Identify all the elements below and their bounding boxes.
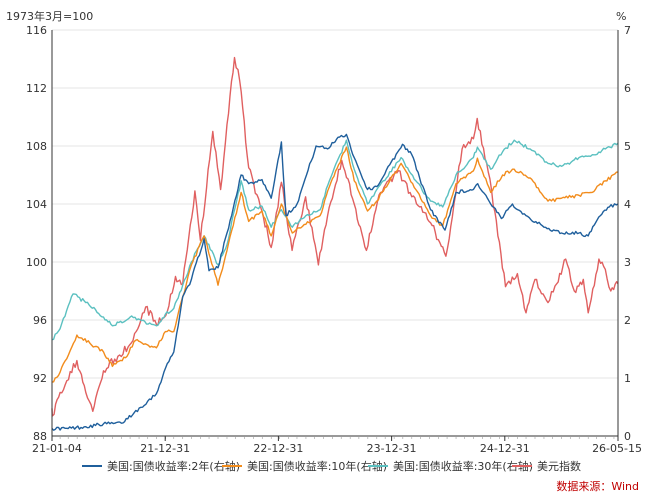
x-tick-label: 21-12-31 <box>140 442 190 455</box>
series-line-0 <box>51 133 619 431</box>
series-layer <box>51 56 619 431</box>
series-line-2 <box>51 139 619 341</box>
x-tick-label: 22-12-31 <box>253 442 303 455</box>
y-left-tick-label: 104 <box>26 198 47 211</box>
y-right-tick-label: 7 <box>624 24 631 37</box>
legend-item-dxy: 美元指数 <box>512 458 581 474</box>
legend-swatch-30y <box>368 465 388 467</box>
x-tick-label: 23-12-31 <box>367 442 417 455</box>
y-left-tick-label: 108 <box>26 140 47 153</box>
y-left-tick-label: 96 <box>33 314 47 327</box>
legend-swatch-2y <box>82 465 102 467</box>
series-line-3 <box>51 56 619 417</box>
right-axis-unit-label: % <box>616 10 626 23</box>
legend-item-2y: 美国:国债收益率:2年(右轴) <box>82 458 240 474</box>
y-left-tick-label: 116 <box>26 24 47 37</box>
legend-swatch-dxy <box>512 465 532 467</box>
y-right-tick-label: 1 <box>624 372 631 385</box>
legend-item-30y: 美国:国债收益率:30年(右轴) <box>368 458 533 474</box>
y-left-tick-label: 92 <box>33 372 47 385</box>
x-tick-label: 21-01-04 <box>32 442 82 455</box>
legend-label-dxy: 美元指数 <box>537 460 581 473</box>
source-note: 数据来源：Wind <box>556 480 639 493</box>
legend-item-10y: 美国:国债收益率:10年(右轴) <box>222 458 387 474</box>
grid <box>52 29 618 437</box>
y-right-tick-label: 5 <box>624 140 631 153</box>
y-right-tick-label: 2 <box>624 314 631 327</box>
legend-swatch-10y <box>222 465 242 467</box>
y-left-tick-label: 100 <box>26 256 47 269</box>
x-tick-label: 26-05-15 <box>592 442 642 455</box>
legend: 美国:国债收益率:2年(右轴) 美国:国债收益率:10年(右轴) 美国:国债收益… <box>0 458 653 476</box>
y-right-tick-label: 3 <box>624 256 631 269</box>
legend-label-10y: 美国:国债收益率:10年(右轴) <box>247 460 387 473</box>
y-left-tick-label: 112 <box>26 82 47 95</box>
series-line-1 <box>51 146 619 383</box>
legend-label-30y: 美国:国债收益率:30年(右轴) <box>393 460 533 473</box>
y-right-tick-label: 6 <box>624 82 631 95</box>
y-left-tick-label: 88 <box>33 430 47 443</box>
x-tick-label: 24-12-31 <box>480 442 530 455</box>
left-axis-unit-label: 1973年3月=100 <box>6 9 93 23</box>
legend-label-2y: 美国:国债收益率:2年(右轴) <box>107 460 240 473</box>
axes: 88 92 96 100 104 108 112 116 0 1 2 3 4 5 6 7 21-01-04 21-… <box>26 24 642 455</box>
y-right-tick-label: 4 <box>624 198 631 211</box>
y-right-tick-label: 0 <box>624 430 631 443</box>
